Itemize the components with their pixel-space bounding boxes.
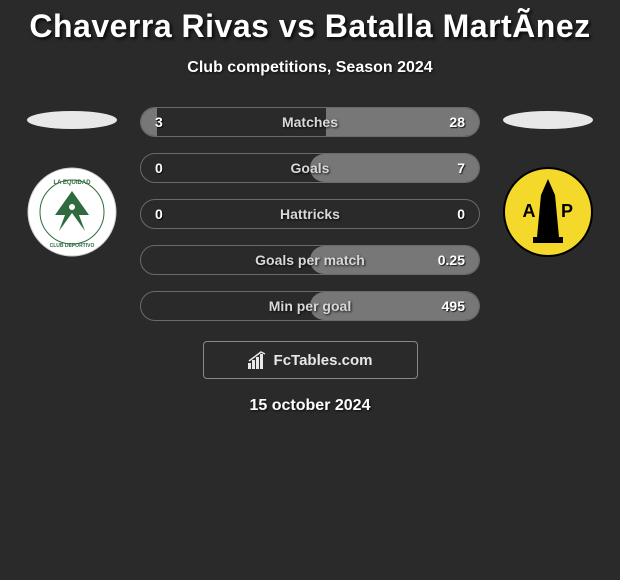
stat-label: Hattricks xyxy=(141,206,479,222)
stat-row: 3Matches28 xyxy=(140,107,480,137)
stat-label: Matches xyxy=(141,114,479,130)
stat-right-value: 0 xyxy=(457,206,465,222)
left-team-column: LA EQUIDAD CLUB DEPORTIVO xyxy=(22,107,122,257)
right-team-pill xyxy=(503,111,593,129)
subtitle: Club competitions, Season 2024 xyxy=(0,59,620,77)
alianza-petrolera-crest-icon: A P xyxy=(503,167,593,257)
content-row: LA EQUIDAD CLUB DEPORTIVO 3Matches280Goa… xyxy=(0,107,620,321)
stat-right-value: 495 xyxy=(442,298,465,314)
date-label: 15 october 2024 xyxy=(0,397,620,415)
stats-table: 3Matches280Goals70Hattricks0Goals per ma… xyxy=(140,107,480,321)
svg-text:CLUB DEPORTIVO: CLUB DEPORTIVO xyxy=(50,243,95,249)
stat-row: 0Goals7 xyxy=(140,153,480,183)
chart-icon xyxy=(248,351,268,369)
left-team-pill xyxy=(27,111,117,129)
stat-right-value: 0.25 xyxy=(438,252,465,268)
brand-badge[interactable]: FcTables.com xyxy=(203,341,418,379)
right-team-crest: A P xyxy=(503,167,593,257)
stat-label: Goals xyxy=(141,160,479,176)
stat-right-value: 28 xyxy=(449,114,465,130)
svg-text:LA EQUIDAD: LA EQUIDAD xyxy=(53,180,91,186)
stat-row: Goals per match0.25 xyxy=(140,245,480,275)
stat-right-value: 7 xyxy=(457,160,465,176)
page-title: Chaverra Rivas vs Batalla MartÃnez xyxy=(0,8,620,45)
comparison-card: Chaverra Rivas vs Batalla MartÃnez Club … xyxy=(0,0,620,415)
stat-label: Goals per match xyxy=(141,252,479,268)
left-team-crest: LA EQUIDAD CLUB DEPORTIVO xyxy=(27,167,117,257)
svg-text:A: A xyxy=(523,201,536,221)
svg-text:P: P xyxy=(561,201,573,221)
stat-row: Min per goal495 xyxy=(140,291,480,321)
stat-row: 0Hattricks0 xyxy=(140,199,480,229)
stat-label: Min per goal xyxy=(141,298,479,314)
right-team-column: A P xyxy=(498,107,598,257)
brand-text: FcTables.com xyxy=(274,352,373,369)
la-equidad-crest-icon: LA EQUIDAD CLUB DEPORTIVO xyxy=(27,167,117,257)
